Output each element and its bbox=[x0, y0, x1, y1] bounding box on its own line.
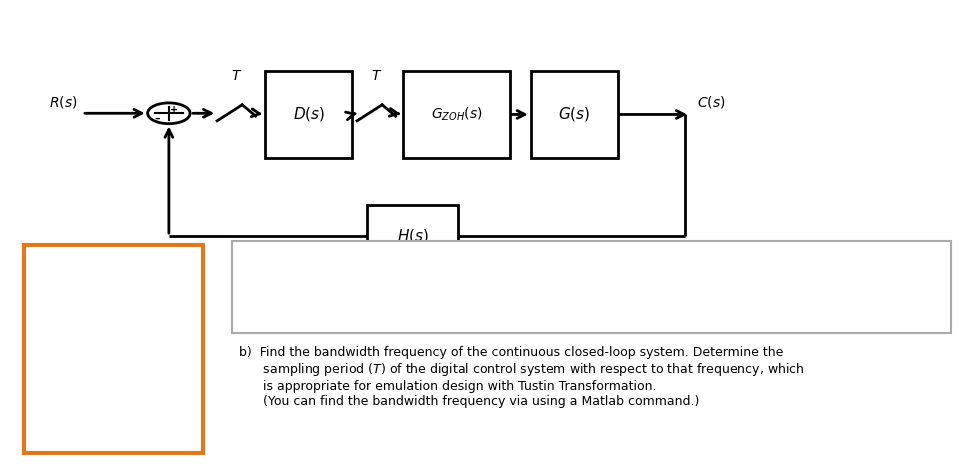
Bar bbox=[403, 71, 510, 158]
Text: $G(s) \models \dfrac{6}{s+4}$: $G(s) \models \dfrac{6}{s+4}$ bbox=[34, 337, 98, 363]
Text: Obtain the discrete transfer function $D(z)$ of the controller employing Tustin
: Obtain the discrete transfer function $D… bbox=[291, 251, 796, 287]
Text: $C(s)$: $C(s)$ bbox=[697, 94, 726, 110]
Text: –: – bbox=[154, 114, 160, 124]
Text: Q3): Q3) bbox=[243, 251, 274, 266]
Text: $R(s)$: $R(s)$ bbox=[48, 93, 77, 110]
Bar bbox=[265, 71, 352, 158]
Text: +: + bbox=[170, 105, 179, 115]
Bar bbox=[531, 71, 618, 158]
Text: $G_{ZOH}(s)$: $G_{ZOH}(s)$ bbox=[430, 106, 482, 123]
Text: $D(s) = \dfrac{9.4\,(s+4.5)}{s\,(s+11.1)}$: $D(s) = \dfrac{9.4\,(s+4.5)}{s\,(s+11.1)… bbox=[34, 264, 144, 294]
Text: $T$: $T$ bbox=[371, 68, 382, 83]
Text: $T$: $T$ bbox=[231, 68, 242, 83]
Text: $D(s)$: $D(s)$ bbox=[292, 105, 325, 124]
Text: $G(s)$: $G(s)$ bbox=[558, 105, 591, 124]
Text: $H(s)$: $H(s)$ bbox=[397, 227, 428, 245]
Text: b)  Find the bandwidth frequency of the continuous closed-loop system. Determine: b) Find the bandwidth frequency of the c… bbox=[239, 346, 805, 408]
Text: $H(s) = 1$: $H(s) = 1$ bbox=[34, 396, 89, 413]
Bar bbox=[367, 205, 458, 267]
